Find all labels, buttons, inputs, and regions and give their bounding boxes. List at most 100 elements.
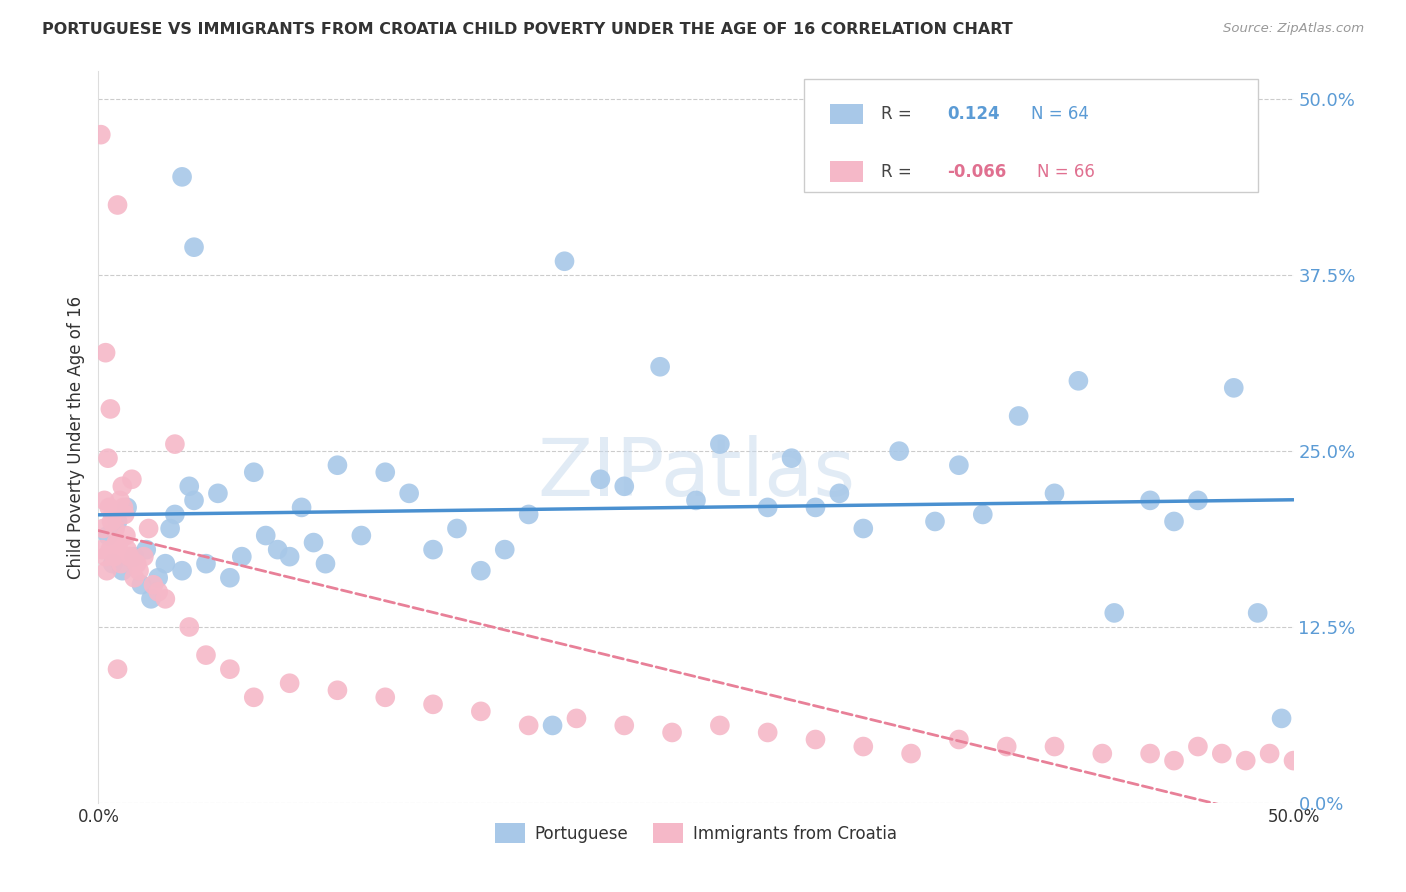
Point xyxy=(94,345,117,359)
FancyBboxPatch shape xyxy=(830,103,863,124)
Point xyxy=(517,508,540,522)
Point xyxy=(1271,711,1294,725)
Point xyxy=(159,521,181,535)
Point xyxy=(148,584,170,599)
Point xyxy=(90,128,112,142)
Point xyxy=(1247,606,1270,620)
Point xyxy=(1163,754,1185,768)
Point xyxy=(139,591,162,606)
Point xyxy=(1008,409,1031,423)
Point xyxy=(1139,747,1161,761)
Point xyxy=(135,542,157,557)
Text: R =: R = xyxy=(882,104,917,123)
Point xyxy=(494,542,516,557)
Point xyxy=(195,648,218,662)
Point xyxy=(111,564,134,578)
Point xyxy=(1234,754,1257,768)
Point xyxy=(650,359,672,374)
Point xyxy=(163,508,186,522)
Text: R =: R = xyxy=(882,162,917,180)
Point xyxy=(96,564,118,578)
Point xyxy=(108,493,131,508)
Point xyxy=(179,620,201,634)
Point xyxy=(267,542,290,557)
Point xyxy=(613,718,636,732)
Point xyxy=(243,690,266,705)
Point xyxy=(148,571,170,585)
Point xyxy=(315,557,337,571)
Point xyxy=(446,521,468,535)
Point xyxy=(756,500,779,515)
Text: N = 66: N = 66 xyxy=(1036,162,1094,180)
FancyBboxPatch shape xyxy=(830,161,863,182)
Point xyxy=(107,662,129,676)
Point xyxy=(1258,747,1281,761)
Point xyxy=(107,535,129,549)
Point xyxy=(541,718,564,732)
Point xyxy=(1187,493,1209,508)
Point xyxy=(91,521,114,535)
Point xyxy=(780,451,803,466)
Point xyxy=(114,508,136,522)
Point xyxy=(1104,606,1126,620)
Point xyxy=(291,500,314,515)
FancyBboxPatch shape xyxy=(804,78,1258,192)
Point xyxy=(709,718,731,732)
Point xyxy=(207,486,229,500)
Point xyxy=(103,549,125,564)
Y-axis label: Child Poverty Under the Age of 16: Child Poverty Under the Age of 16 xyxy=(66,295,84,579)
Point xyxy=(107,198,129,212)
Point xyxy=(1211,747,1233,761)
Point xyxy=(94,549,117,564)
Point xyxy=(924,515,946,529)
Point xyxy=(98,401,122,416)
Point xyxy=(517,718,540,732)
Point xyxy=(1187,739,1209,754)
Point xyxy=(110,557,132,571)
Point xyxy=(302,535,325,549)
Point xyxy=(155,557,177,571)
Point xyxy=(1163,515,1185,529)
Point xyxy=(613,479,636,493)
Point xyxy=(132,549,155,564)
Point xyxy=(97,451,120,466)
Point xyxy=(163,437,186,451)
Text: -0.066: -0.066 xyxy=(948,162,1007,180)
Point xyxy=(422,542,444,557)
Point xyxy=(179,479,201,493)
Point xyxy=(98,500,121,515)
Text: 0.124: 0.124 xyxy=(948,104,1000,123)
Point xyxy=(972,508,994,522)
Text: PORTUGUESE VS IMMIGRANTS FROM CROATIA CHILD POVERTY UNDER THE AGE OF 16 CORRELAT: PORTUGUESE VS IMMIGRANTS FROM CROATIA CH… xyxy=(42,22,1012,37)
Point xyxy=(756,725,779,739)
Point xyxy=(101,508,124,522)
Point xyxy=(100,515,122,529)
Point xyxy=(685,493,707,508)
Point xyxy=(948,458,970,473)
Point xyxy=(470,564,492,578)
Point xyxy=(231,549,253,564)
Point xyxy=(852,521,875,535)
Point xyxy=(828,486,851,500)
Point xyxy=(107,515,129,529)
Point xyxy=(93,493,115,508)
Point xyxy=(243,465,266,479)
Point xyxy=(661,725,683,739)
Point xyxy=(565,711,588,725)
Point xyxy=(1091,747,1114,761)
Point xyxy=(804,500,827,515)
Point xyxy=(852,739,875,754)
Legend: Portuguese, Immigrants from Croatia: Portuguese, Immigrants from Croatia xyxy=(488,817,904,849)
Point xyxy=(124,571,146,585)
Point xyxy=(155,591,177,606)
Point xyxy=(172,169,194,184)
Point xyxy=(125,557,148,571)
Point xyxy=(326,683,349,698)
Point xyxy=(889,444,911,458)
Point xyxy=(98,542,122,557)
Point xyxy=(124,549,146,564)
Point xyxy=(709,437,731,451)
Point xyxy=(115,528,138,542)
Point xyxy=(254,528,277,542)
Point xyxy=(101,557,124,571)
